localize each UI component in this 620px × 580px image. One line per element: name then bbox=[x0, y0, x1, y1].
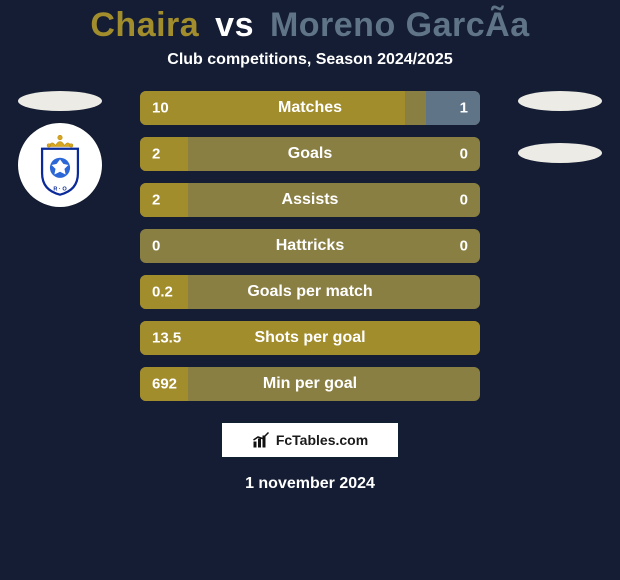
subtitle: Club competitions, Season 2024/2025 bbox=[167, 51, 452, 69]
stat-value-p1: 0.2 bbox=[152, 284, 173, 301]
stat-value-p2: 0 bbox=[460, 192, 468, 209]
brand-chart-icon bbox=[252, 431, 270, 449]
player1-column: R · O bbox=[18, 91, 102, 207]
stat-fill-p1 bbox=[140, 137, 188, 171]
stat-label: Goals bbox=[288, 145, 332, 163]
page-title: Chaira vs Moreno GarcÃa bbox=[90, 6, 529, 45]
stat-row: 692 Min per goal bbox=[140, 367, 480, 401]
stat-row: 2 0 Assists bbox=[140, 183, 480, 217]
stat-value-p2: 0 bbox=[460, 146, 468, 163]
title-vs: vs bbox=[215, 6, 254, 44]
stat-label: Hattricks bbox=[276, 237, 344, 255]
stat-row: 2 0 Goals bbox=[140, 137, 480, 171]
stats-bars: 10 1 Matches 2 0 Goals 2 0 Assists 0 0 Hattricks 0.2… bbox=[140, 91, 480, 401]
club-crest-icon: R · O bbox=[32, 134, 88, 196]
brand-box: FcTables.com bbox=[220, 421, 400, 459]
svg-text:R · O: R · O bbox=[53, 187, 67, 193]
stat-label: Shots per goal bbox=[254, 329, 365, 347]
stat-value-p1: 13.5 bbox=[152, 330, 181, 347]
stat-value-p1: 10 bbox=[152, 100, 169, 117]
stat-label: Assists bbox=[282, 191, 339, 209]
stat-row: 13.5 Shots per goal bbox=[140, 321, 480, 355]
stat-value-p1: 2 bbox=[152, 146, 160, 163]
comparison-stage: R · O 10 1 Matches 2 0 Goals 2 0 Assists 0 0 Hattri… bbox=[0, 91, 620, 401]
player2-disc-icon bbox=[518, 91, 602, 111]
date-text: 1 november 2024 bbox=[245, 475, 375, 493]
stat-row: 10 1 Matches bbox=[140, 91, 480, 125]
stat-label: Goals per match bbox=[247, 283, 372, 301]
player1-club-badge: R · O bbox=[18, 123, 102, 207]
stat-value-p1: 2 bbox=[152, 192, 160, 209]
stat-fill-p1 bbox=[140, 91, 405, 125]
brand-text: FcTables.com bbox=[276, 432, 368, 448]
player2-column bbox=[518, 91, 602, 163]
player1-disc-icon bbox=[18, 91, 102, 111]
comparison-card: Chaira vs Moreno GarcÃa Club competition… bbox=[0, 0, 620, 493]
stat-value-p1: 0 bbox=[152, 238, 160, 255]
stat-label: Min per goal bbox=[263, 375, 357, 393]
title-player1: Chaira bbox=[90, 6, 199, 44]
player2-disc2-icon bbox=[518, 143, 602, 163]
stat-value-p2: 1 bbox=[460, 100, 468, 117]
stat-row: 0.2 Goals per match bbox=[140, 275, 480, 309]
stat-fill-p2 bbox=[426, 91, 480, 125]
stat-label: Matches bbox=[278, 99, 342, 117]
stat-value-p1: 692 bbox=[152, 376, 177, 393]
title-player2: Moreno GarcÃa bbox=[270, 6, 530, 44]
stat-fill-p1 bbox=[140, 183, 188, 217]
stat-value-p2: 0 bbox=[460, 238, 468, 255]
stat-row: 0 0 Hattricks bbox=[140, 229, 480, 263]
